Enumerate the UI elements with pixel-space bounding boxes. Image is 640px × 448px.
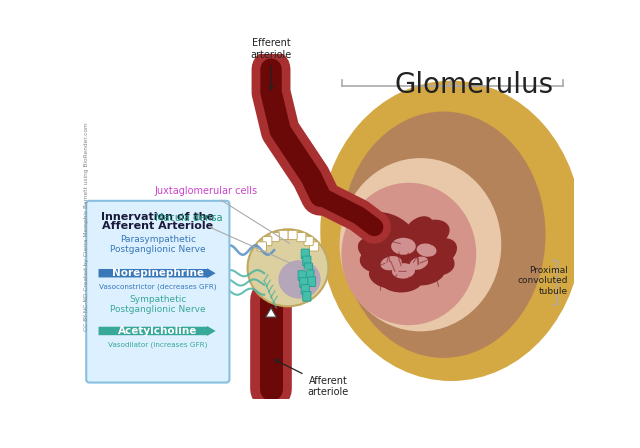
Ellipse shape <box>379 265 424 293</box>
Text: Parasympathetic
Postganglionic Nerve: Parasympathetic Postganglionic Nerve <box>110 235 205 254</box>
Text: Macula densa: Macula densa <box>155 213 307 271</box>
FancyBboxPatch shape <box>270 233 279 241</box>
FancyArrow shape <box>99 268 216 278</box>
FancyBboxPatch shape <box>306 270 314 280</box>
FancyBboxPatch shape <box>262 237 272 246</box>
Text: Vasodilator (increases GFR): Vasodilator (increases GFR) <box>108 342 207 348</box>
Text: Glomerulus: Glomerulus <box>395 71 554 99</box>
Text: CC BY-NC-ND Created by Cierra Memphis Barnett using BioRender.com: CC BY-NC-ND Created by Cierra Memphis Ba… <box>84 122 90 331</box>
Ellipse shape <box>422 238 457 267</box>
Text: Norepinephrine: Norepinephrine <box>112 268 204 278</box>
Ellipse shape <box>358 237 394 263</box>
Ellipse shape <box>369 262 410 289</box>
Ellipse shape <box>342 183 476 325</box>
Text: Acetylcholine: Acetylcholine <box>118 326 198 336</box>
FancyBboxPatch shape <box>301 284 309 294</box>
FancyBboxPatch shape <box>279 230 288 240</box>
FancyBboxPatch shape <box>86 201 230 383</box>
Text: Sympathetic
Postganglionic Nerve: Sympathetic Postganglionic Nerve <box>110 295 205 314</box>
Ellipse shape <box>406 220 450 250</box>
FancyArrow shape <box>99 326 216 336</box>
FancyBboxPatch shape <box>296 233 306 241</box>
FancyBboxPatch shape <box>303 256 311 266</box>
Ellipse shape <box>404 216 433 242</box>
Ellipse shape <box>360 242 412 273</box>
Ellipse shape <box>391 238 416 255</box>
Ellipse shape <box>248 229 328 306</box>
Ellipse shape <box>381 232 431 264</box>
FancyBboxPatch shape <box>288 230 297 240</box>
Ellipse shape <box>392 263 415 279</box>
Ellipse shape <box>390 254 420 276</box>
FancyBboxPatch shape <box>301 249 309 259</box>
FancyBboxPatch shape <box>304 237 313 246</box>
Ellipse shape <box>278 260 321 299</box>
FancyBboxPatch shape <box>309 242 319 251</box>
Text: Innervation of the: Innervation of the <box>101 211 214 222</box>
FancyBboxPatch shape <box>304 263 312 273</box>
FancyBboxPatch shape <box>257 242 266 251</box>
FancyBboxPatch shape <box>298 271 307 280</box>
Text: Proximal
convoluted
tubule: Proximal convoluted tubule <box>518 266 568 296</box>
FancyBboxPatch shape <box>303 292 311 301</box>
Ellipse shape <box>342 112 545 358</box>
Ellipse shape <box>410 245 454 276</box>
FancyBboxPatch shape <box>307 277 316 287</box>
Ellipse shape <box>340 158 501 332</box>
Ellipse shape <box>408 261 445 285</box>
Ellipse shape <box>364 212 415 250</box>
Ellipse shape <box>417 243 436 257</box>
FancyBboxPatch shape <box>300 278 308 287</box>
Polygon shape <box>266 308 276 317</box>
Text: Vasoconstrictor (decreases GFR): Vasoconstrictor (decreases GFR) <box>99 284 216 290</box>
Ellipse shape <box>381 256 402 270</box>
Text: Afferent Arteriole: Afferent Arteriole <box>102 221 213 231</box>
Text: Efferent
arteriole: Efferent arteriole <box>250 39 292 90</box>
Ellipse shape <box>410 257 428 270</box>
Text: Juxtaglomerular cells: Juxtaglomerular cells <box>155 186 289 243</box>
Ellipse shape <box>320 81 582 381</box>
Text: Afferent
arteriole: Afferent arteriole <box>275 360 349 397</box>
